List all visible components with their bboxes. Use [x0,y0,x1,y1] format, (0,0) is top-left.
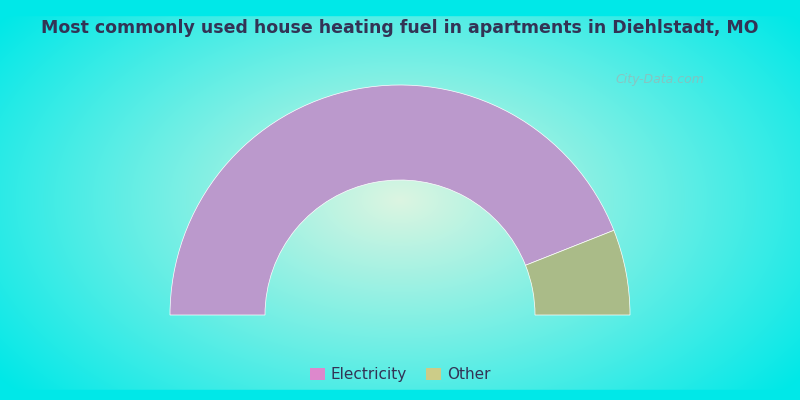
Wedge shape [526,230,630,315]
Text: City-Data.com: City-Data.com [615,74,705,86]
Legend: Electricity, Other: Electricity, Other [303,361,497,388]
Bar [0,390,800,400]
Bar [0,0,800,15]
Text: Most commonly used house heating fuel in apartments in Diehlstadt, MO: Most commonly used house heating fuel in… [42,19,758,37]
Wedge shape [170,85,614,315]
